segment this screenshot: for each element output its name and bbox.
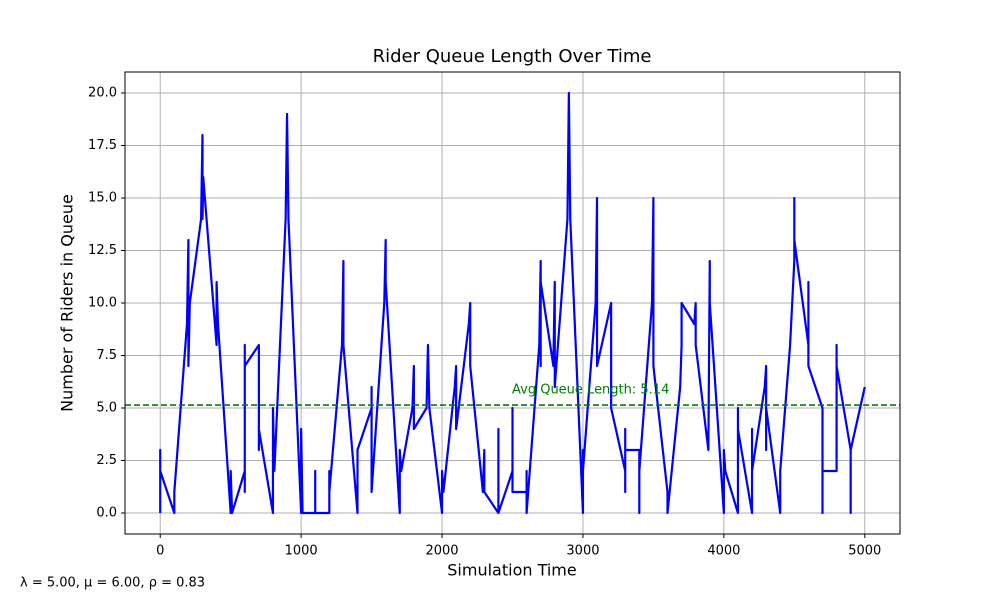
y-axis-label: Number of Riders in Queue — [58, 194, 77, 412]
x-tick-label: 3000 — [566, 544, 599, 559]
y-tick-label: 12.5 — [88, 243, 117, 258]
x-tick-label: 0 — [156, 544, 164, 559]
y-tick-label: 0.0 — [96, 506, 117, 521]
y-tick-label: 15.0 — [88, 191, 117, 206]
average-label: Avg Queue Length: 5.14 — [512, 383, 669, 398]
chart-title: Rider Queue Length Over Time — [373, 46, 652, 67]
y-tick-label: 17.5 — [88, 138, 117, 153]
x-axis-label: Simulation Time — [447, 561, 576, 580]
data-line — [159, 91, 866, 515]
x-tick-label: 4000 — [707, 544, 740, 559]
x-tick-label: 1000 — [285, 544, 318, 559]
x-tick-label: 2000 — [425, 544, 458, 559]
y-tick-label: 5.0 — [96, 401, 117, 416]
x-tick-label: 5000 — [848, 544, 881, 559]
y-tick-label: 20.0 — [88, 86, 117, 101]
footer-note: λ = 5.00, μ = 6.00, ρ = 0.83 — [20, 576, 205, 591]
y-tick-label: 2.5 — [96, 453, 117, 468]
y-tick-label: 10.0 — [88, 296, 117, 311]
y-tick-label: 7.5 — [96, 348, 117, 363]
plot-frame — [124, 71, 901, 535]
